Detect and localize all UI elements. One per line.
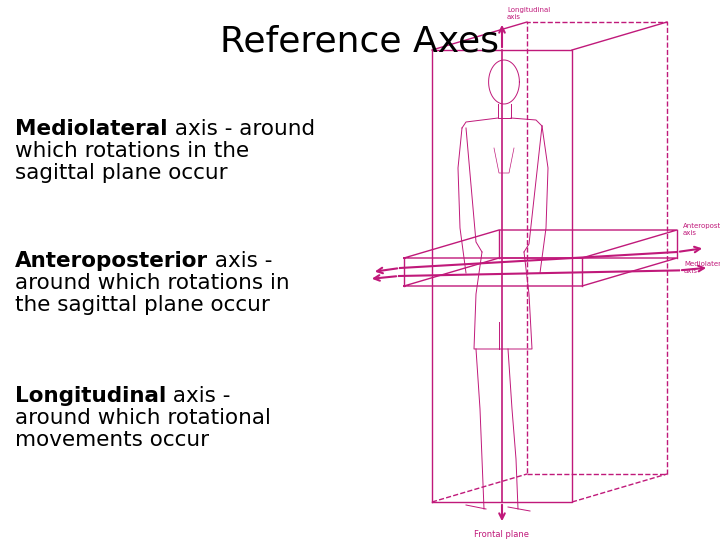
- Text: axis - around: axis - around: [168, 119, 315, 139]
- Text: Longitudinal
axis: Longitudinal axis: [507, 7, 550, 20]
- Text: around which rotations in: around which rotations in: [15, 273, 289, 293]
- Text: Anteroposterior: Anteroposterior: [15, 251, 208, 271]
- Text: Longitudinal: Longitudinal: [15, 386, 166, 406]
- Text: sagittal plane occur: sagittal plane occur: [15, 163, 228, 183]
- Text: which rotations in the: which rotations in the: [15, 141, 249, 161]
- Text: axis -: axis -: [208, 251, 272, 271]
- Text: Anteroposterior
axis: Anteroposterior axis: [683, 223, 720, 236]
- Text: Reference Axes: Reference Axes: [220, 25, 500, 59]
- Text: Mediolateral: Mediolateral: [15, 119, 168, 139]
- Text: Frontal plane: Frontal plane: [474, 530, 529, 539]
- Text: around which rotational: around which rotational: [15, 408, 271, 428]
- Text: movements occur: movements occur: [15, 430, 209, 450]
- Text: the sagittal plane occur: the sagittal plane occur: [15, 295, 270, 315]
- Text: Mediolateral
axis: Mediolateral axis: [684, 261, 720, 274]
- Text: axis -: axis -: [166, 386, 230, 406]
